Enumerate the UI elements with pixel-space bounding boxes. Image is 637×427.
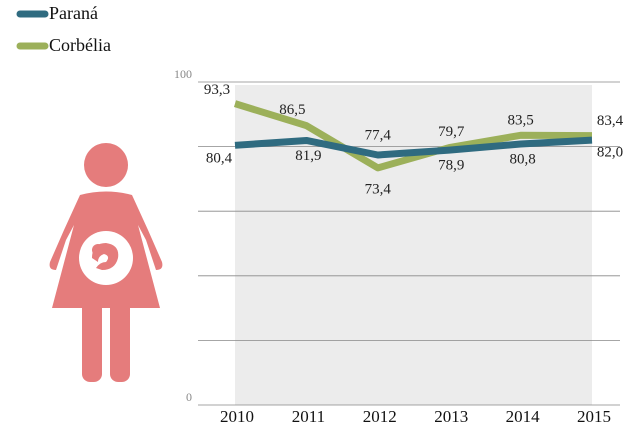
x-tick-label: 2010 — [220, 407, 254, 426]
x-tick-label: 2014 — [506, 407, 541, 426]
x-tick-label: 2013 — [434, 407, 468, 426]
data-label: 79,7 — [438, 124, 465, 140]
data-label: 77,4 — [365, 127, 392, 143]
data-label: 93,3 — [204, 82, 230, 98]
data-label: 78,9 — [438, 158, 464, 174]
x-tick-label: 2011 — [292, 407, 325, 426]
data-label: 80,4 — [206, 151, 233, 167]
x-tick-label: 2012 — [363, 407, 397, 426]
data-label: 82,0 — [597, 145, 623, 161]
data-label: 81,9 — [295, 148, 321, 164]
data-label: 86,5 — [279, 102, 305, 118]
legend-label: Corbélia — [49, 35, 111, 55]
data-label: 80,8 — [509, 151, 535, 167]
x-tick-label: 2015 — [577, 407, 611, 426]
legend-label: Paraná — [49, 3, 98, 23]
chart: 0 100 2010 2011 2012 2013 2014 2015 80,4 81,9 77,4… — [0, 0, 637, 427]
data-label: 73,4 — [365, 181, 392, 197]
woman-icon — [50, 143, 163, 382]
data-label: 83,4 — [597, 113, 624, 129]
y-tick-label: 100 — [174, 67, 192, 81]
y-tick-label: 0 — [186, 390, 192, 404]
data-label: 83,5 — [507, 113, 533, 129]
